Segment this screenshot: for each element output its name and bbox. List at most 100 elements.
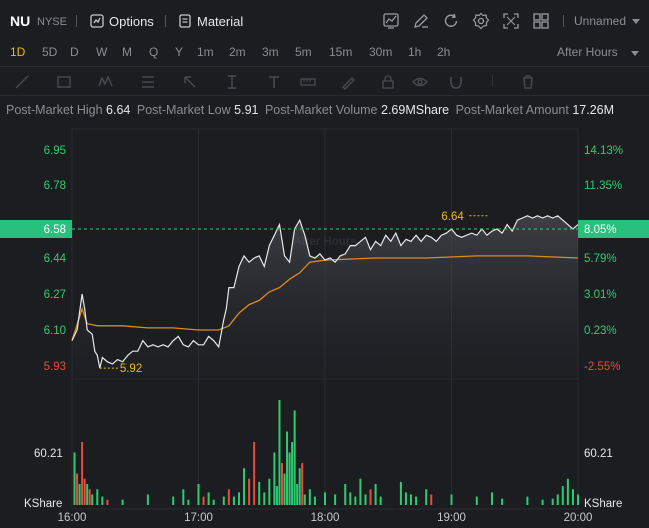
period-m[interactable]: M [122, 45, 132, 59]
volume-bar [280, 463, 283, 505]
post-market-stats: Post-Market High 6.64 Post-Market Low 5.… [6, 103, 617, 117]
volume-bar [430, 494, 433, 505]
current-price-badge-right [578, 220, 649, 238]
options-icon [90, 14, 104, 28]
draw-icon[interactable] [412, 12, 430, 30]
y-axis-right-tick: 0.23% [584, 325, 617, 337]
chevron-down-icon [631, 51, 639, 56]
layout-select[interactable]: Unnamed [574, 14, 627, 28]
volume-bar [324, 492, 326, 505]
y-axis-right-tick: 5.79% [584, 253, 617, 265]
volume-bar [253, 442, 256, 505]
period-w[interactable]: W [96, 45, 108, 59]
volume-bar [283, 473, 286, 505]
period-3m[interactable]: 3m [262, 45, 279, 59]
period-d[interactable]: D [70, 45, 79, 59]
volume-bar [344, 484, 347, 505]
volume-bar [490, 492, 493, 505]
fullscreen-icon[interactable] [502, 12, 520, 30]
period-1h[interactable]: 1h [408, 45, 422, 59]
session-select[interactable]: After Hours [557, 45, 618, 59]
volume-bar [404, 492, 407, 505]
text-icon[interactable] [266, 74, 282, 90]
rectangle-icon[interactable] [56, 74, 72, 90]
options-button[interactable]: Options [90, 11, 154, 31]
volume-bar [541, 499, 544, 505]
volume-bar [303, 494, 306, 505]
period-1m[interactable]: 1m [197, 45, 214, 59]
volume-bar [207, 492, 210, 505]
volume-bar [273, 452, 276, 505]
chart-style-icon[interactable] [382, 12, 400, 30]
period-2m[interactable]: 2m [229, 45, 246, 59]
y-axis-right-tick: 3.01% [584, 289, 617, 301]
high-label: Post-Market High [6, 103, 103, 117]
period-15m[interactable]: 15m [329, 45, 353, 59]
volume-bar [182, 489, 185, 505]
material-icon [179, 14, 191, 28]
y-axis-left-tick: 6.78 [44, 180, 66, 192]
arrow-icon[interactable] [182, 74, 198, 90]
amount-value: 17.26M [572, 103, 615, 117]
volume-bar [232, 496, 235, 505]
period-2h[interactable]: 2h [437, 45, 451, 59]
trash-icon[interactable] [520, 74, 536, 90]
volume-bar [88, 489, 91, 505]
magnet-icon[interactable] [448, 74, 464, 90]
volume-label: Post-Market Volume [264, 103, 378, 117]
trend-line-icon[interactable] [14, 74, 30, 90]
ruler-icon[interactable] [300, 74, 316, 90]
volume-bar [76, 473, 79, 505]
lock-icon[interactable] [380, 74, 396, 90]
divider [76, 15, 77, 27]
volume-bar [374, 484, 377, 505]
volume-bar [202, 496, 205, 505]
y-axis-left-tick: 6.95 [44, 145, 66, 157]
period-5m[interactable]: 5m [295, 45, 312, 59]
y-axis-left-tick: 6.10 [44, 325, 66, 337]
eye-icon[interactable] [412, 74, 428, 90]
x-axis-tick: 18:00 [311, 512, 340, 524]
y-axis-left-tick: 6.27 [44, 289, 66, 301]
settings-icon[interactable] [472, 12, 490, 30]
x-axis-tick: 17:00 [184, 512, 213, 524]
period-y[interactable]: Y [175, 45, 184, 59]
volume-value: 2.69MShare [381, 103, 450, 117]
period-30m[interactable]: 30m [369, 45, 393, 59]
layout-grid-icon[interactable] [532, 12, 550, 30]
period-1d[interactable]: 1D [10, 45, 26, 59]
intraday-chart[interactable]: After Hours 6.58 8.05% 6.64 5.92 6.95 6.78 6.44… [0, 125, 649, 528]
volume-bar [415, 496, 418, 505]
volume-bar [278, 400, 281, 505]
volume-unit-left: KShare [24, 498, 62, 510]
volume-bar [354, 496, 357, 505]
symbol-label[interactable]: NU [10, 13, 31, 29]
period-5d[interactable]: 5D [42, 45, 58, 59]
period-q[interactable]: Q [149, 45, 159, 59]
low-label: Post-Market Low [136, 103, 231, 117]
volume-bar [288, 452, 291, 505]
x-axis-tick: 20:00 [564, 512, 593, 524]
volume-bar [73, 452, 76, 505]
volume-bar [293, 410, 296, 505]
volume-bar [551, 498, 554, 505]
volume-bar [566, 478, 569, 505]
current-price-value: 6.58 [44, 224, 66, 236]
volume-axis-left-label: 60.21 [34, 448, 63, 460]
brush-icon[interactable] [340, 74, 356, 90]
wave-icon[interactable] [98, 74, 114, 90]
volume-bar [308, 489, 311, 505]
fib-icon[interactable] [140, 74, 156, 90]
material-button[interactable]: Material [178, 11, 243, 31]
refresh-icon[interactable] [442, 12, 460, 30]
measure-icon[interactable] [224, 74, 240, 90]
high-marker-label: 6.64 [441, 211, 464, 223]
volume-axis-right-label: 60.21 [584, 448, 613, 460]
volume-bar [301, 463, 304, 505]
volume-bar [425, 489, 428, 505]
volume-bar [296, 484, 299, 505]
material-label: Material [197, 13, 244, 29]
volume-bar [172, 496, 175, 505]
volume-bar [410, 494, 413, 505]
current-change-value: 8.05% [584, 224, 617, 236]
